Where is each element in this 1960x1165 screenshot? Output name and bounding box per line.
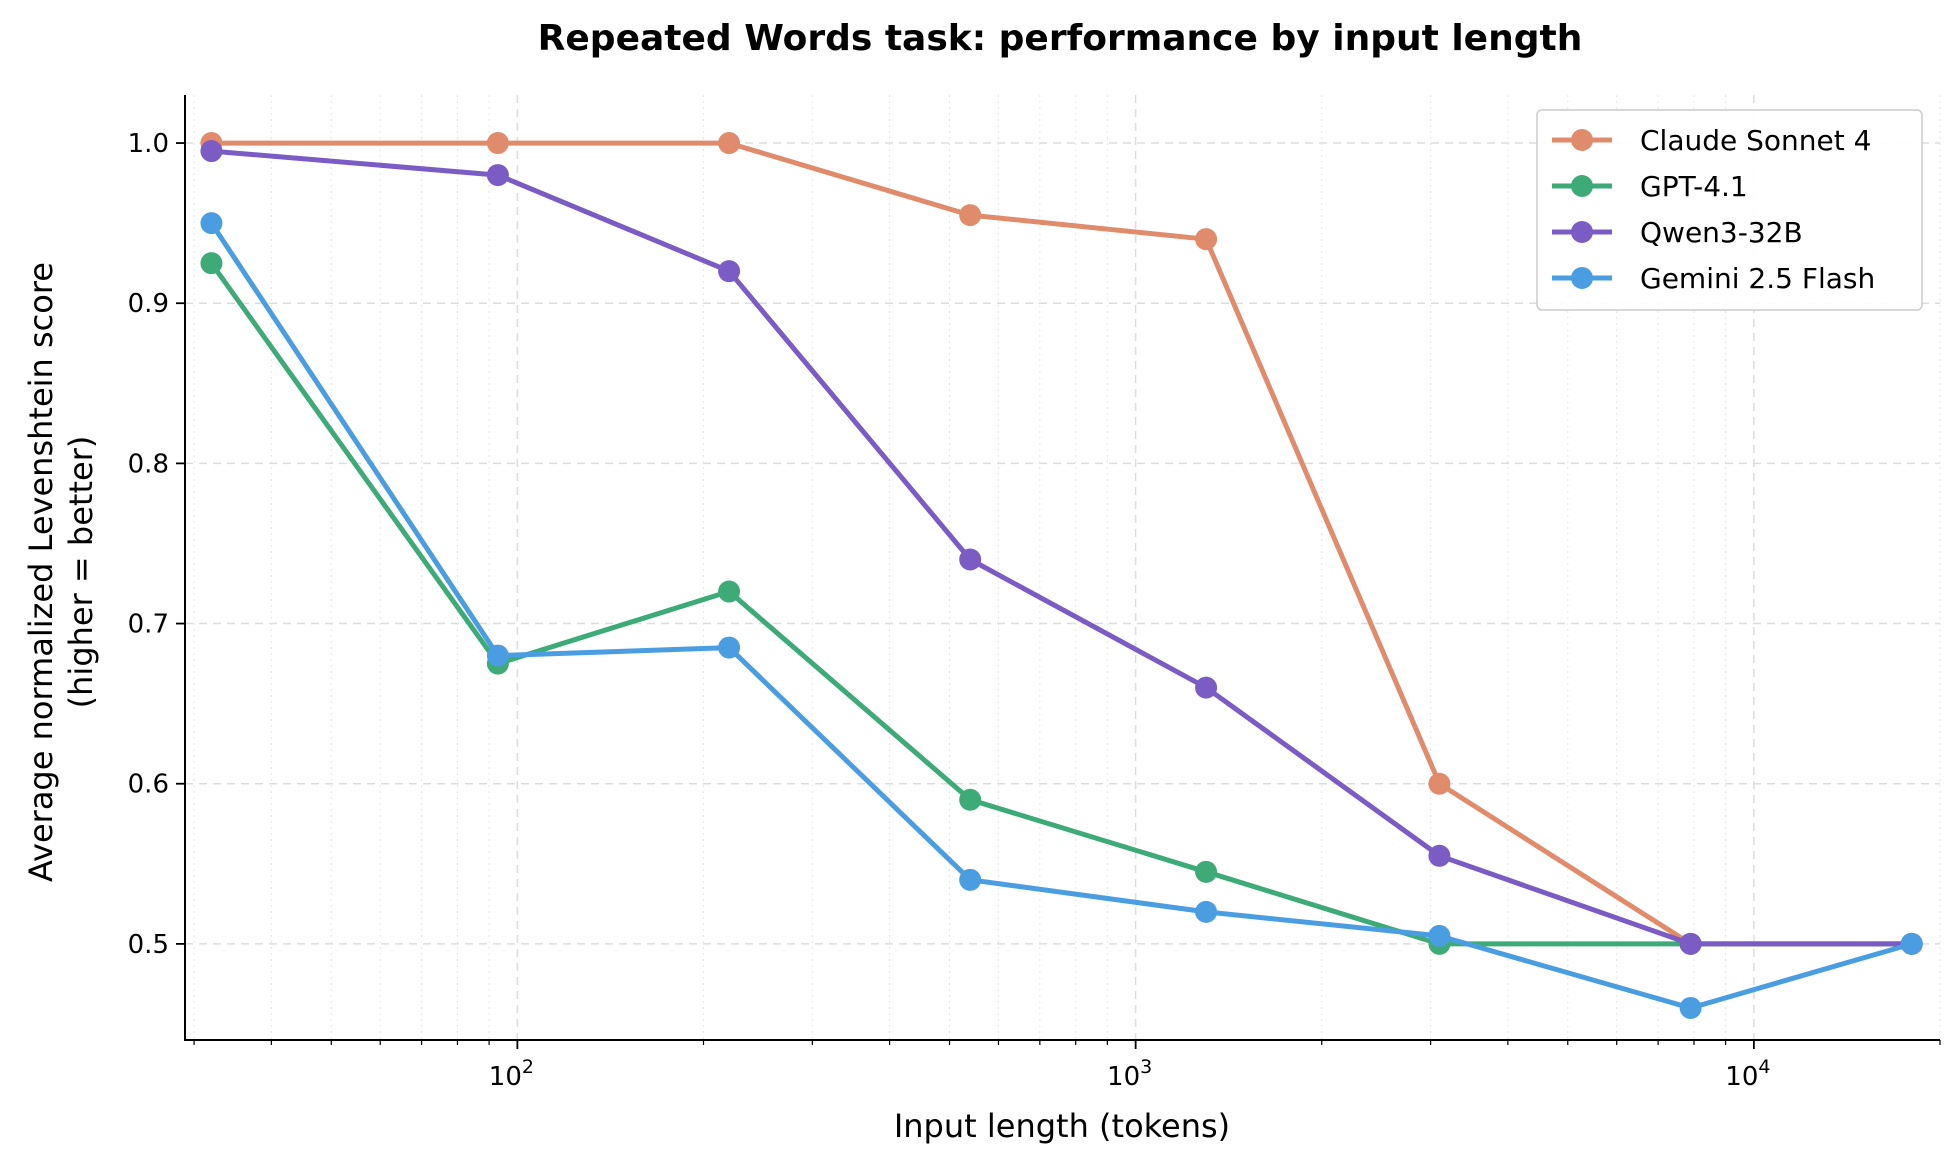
- data-point-qwen3-32b: [200, 140, 223, 163]
- series-line-gemini-2-5-flash: [208, 220, 1915, 1011]
- data-point-gemini-2-5-flash: [718, 636, 741, 659]
- y-tick-label: 1.0: [128, 129, 169, 159]
- data-point-claude-sonnet-4: [1428, 772, 1451, 795]
- chart-title: Repeated Words task: performance by inpu…: [538, 18, 1583, 59]
- x-axis-label: Input length (tokens): [894, 1107, 1230, 1145]
- legend-marker-qwen3-32b: [1571, 221, 1593, 243]
- y-tick-label: 0.8: [128, 449, 169, 479]
- y-axis-label-line2: (higher = better): [62, 436, 100, 709]
- y-axis-label: Average normalized Levenshtein score (hi…: [22, 262, 100, 882]
- axes: [184, 95, 1940, 1041]
- data-point-gemini-2-5-flash: [200, 212, 223, 235]
- series-line-claude-sonnet-4: [208, 140, 1915, 947]
- data-point-gpt-4-1: [200, 252, 223, 275]
- data-point-claude-sonnet-4: [718, 132, 741, 155]
- legend-label-gpt-4-1: GPT-4.1: [1640, 170, 1748, 203]
- data-point-gemini-2-5-flash: [1900, 932, 1923, 955]
- data-point-qwen3-32b: [1195, 676, 1218, 699]
- y-tick-label: 0.5: [128, 930, 169, 960]
- data-point-qwen3-32b: [1679, 932, 1702, 955]
- x-tick-label: 103: [1107, 1056, 1152, 1092]
- y-axis-label-line1: Average normalized Levenshtein score: [22, 262, 60, 882]
- legend-label-gemini-2-5-flash: Gemini 2.5 Flash: [1640, 262, 1875, 295]
- data-point-gpt-4-1: [959, 788, 982, 811]
- x-tick-label: 102: [489, 1056, 534, 1092]
- series-line-gpt-4-1: [208, 260, 1915, 947]
- data-point-gemini-2-5-flash: [1195, 900, 1218, 923]
- data-point-gemini-2-5-flash: [1679, 996, 1702, 1019]
- data-point-qwen3-32b: [1428, 844, 1451, 867]
- data-point-qwen3-32b: [718, 260, 741, 283]
- legend: Claude Sonnet 4 GPT-4.1 Qwen3-32B Gemini 2.…: [1536, 109, 1923, 311]
- data-point-gemini-2-5-flash: [486, 644, 509, 667]
- data-point-claude-sonnet-4: [486, 132, 509, 155]
- data-point-qwen3-32b: [959, 548, 982, 571]
- data-point-claude-sonnet-4: [1195, 228, 1218, 251]
- legend-marker-gemini-2-5-flash: [1571, 267, 1593, 289]
- data-point-gpt-4-1: [718, 580, 741, 603]
- legend-marker-gpt-4-1: [1571, 175, 1593, 197]
- series-line-qwen3-32b: [208, 148, 1915, 947]
- legend-label-qwen3-32b: Qwen3-32B: [1640, 216, 1803, 249]
- series-group: [200, 132, 1923, 1019]
- data-point-gemini-2-5-flash: [1428, 924, 1451, 947]
- legend-marker-claude-sonnet-4: [1571, 129, 1593, 151]
- legend-label-claude-sonnet-4: Claude Sonnet 4: [1640, 124, 1871, 157]
- ticks: 102 103 104 0.5 0.6 0.7 0.8 0.9 1.0: [128, 129, 1941, 1092]
- data-point-gpt-4-1: [1195, 860, 1218, 883]
- y-tick-label: 0.9: [128, 289, 169, 319]
- y-tick-label: 0.6: [128, 770, 169, 800]
- legend-box: [1536, 109, 1923, 311]
- data-point-qwen3-32b: [486, 164, 509, 187]
- x-tick-label: 104: [1725, 1056, 1770, 1092]
- data-point-gemini-2-5-flash: [959, 868, 982, 891]
- data-point-claude-sonnet-4: [959, 204, 982, 227]
- y-tick-label: 0.7: [128, 610, 169, 640]
